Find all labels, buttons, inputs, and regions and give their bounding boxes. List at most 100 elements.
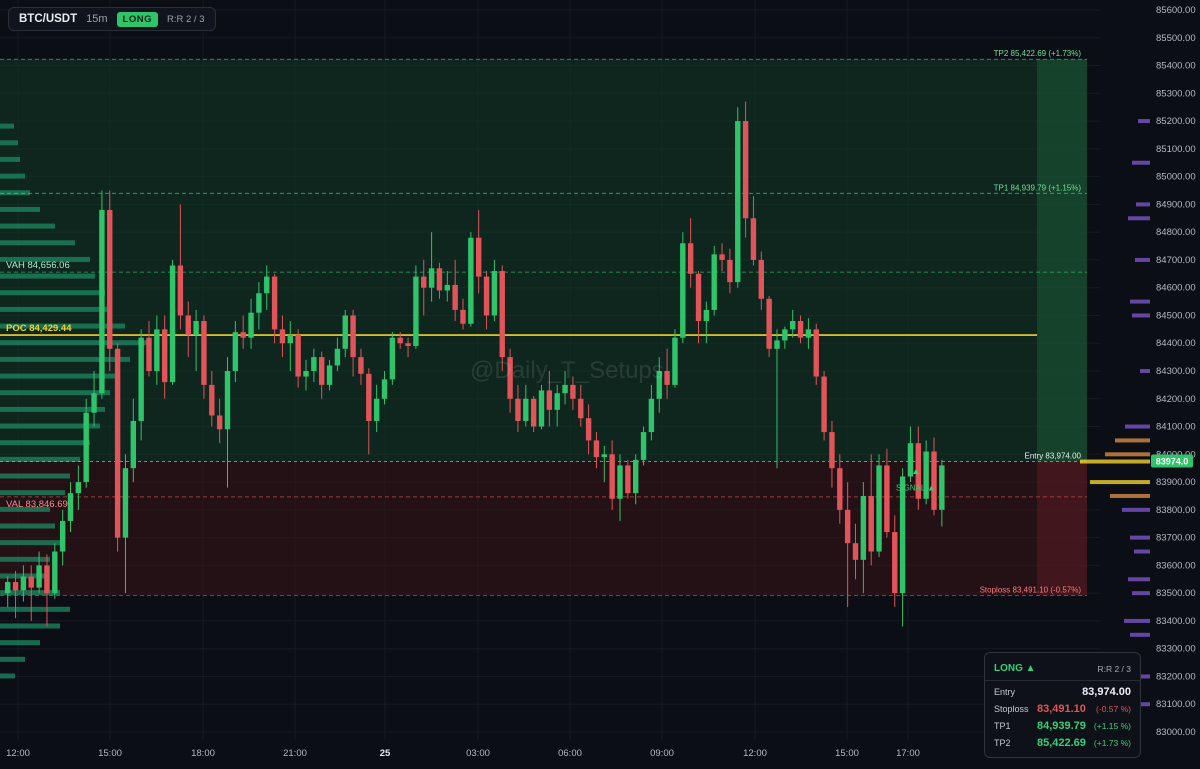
- candle-body: [821, 376, 827, 433]
- candle-body: [130, 420, 136, 469]
- time-tick: 15:00: [98, 748, 122, 759]
- candle-body: [852, 543, 859, 560]
- price-tick: 84600.00: [1156, 283, 1196, 294]
- price-tick: 84300.00: [1156, 366, 1196, 377]
- price-tick: 83300.00: [1156, 644, 1196, 655]
- candle-body: [837, 468, 843, 510]
- candle-body: [593, 440, 600, 458]
- candle-body: [201, 321, 207, 385]
- timeframe-label[interactable]: 15m: [86, 13, 108, 25]
- candle-body: [507, 357, 513, 399]
- price-tick: 83400.00: [1156, 616, 1196, 627]
- time-tick: 12:00: [743, 748, 767, 759]
- time-tick: 18:00: [191, 748, 215, 759]
- symbol-label: BTC/USDT: [19, 13, 78, 25]
- risk-reward-label: R:R 2 / 3: [167, 13, 205, 25]
- candle-body: [67, 493, 74, 521]
- candle-body: [790, 321, 796, 330]
- candle-body: [562, 384, 568, 394]
- candle-body: [216, 415, 223, 430]
- panel-tp1-pct: (+1.15 %): [1093, 721, 1131, 731]
- price-tick: 83200.00: [1156, 671, 1196, 682]
- candle-body: [844, 509, 851, 544]
- profit-zone-extension: [1037, 59, 1087, 462]
- order-book-bar: [1090, 480, 1150, 485]
- order-book-bar: [1122, 507, 1150, 512]
- price-tick: 84900.00: [1156, 199, 1196, 210]
- order-book-bar: [1132, 160, 1150, 165]
- stoploss-label: Stoploss 83,491.10 (-0.57%): [980, 586, 1082, 595]
- order-book-bar: [1124, 618, 1150, 623]
- val-label: VAL 83,846.69: [6, 499, 68, 510]
- panel-divider: [985, 680, 1140, 681]
- loss-zone-extension: [1037, 461, 1087, 596]
- candle-body: [256, 293, 262, 313]
- volume-profile-bar: [0, 223, 55, 229]
- candle-body: [428, 268, 435, 288]
- panel-tp1-label: TP1: [994, 721, 1011, 731]
- candle-body: [389, 337, 396, 380]
- order-book-bar: [1130, 535, 1150, 540]
- candle-body: [114, 348, 121, 538]
- panel-tp1-value: 84,939.79: [1036, 720, 1086, 732]
- volume-profile-bar: [0, 323, 125, 329]
- symbol-header[interactable]: BTC/USDT 15m LONG R:R 2 / 3: [8, 7, 216, 31]
- order-book-bar: [1130, 632, 1150, 637]
- volume-profile-bar: [0, 273, 95, 279]
- candle-body: [177, 265, 184, 316]
- candle-body: [648, 398, 655, 433]
- candle-body: [578, 398, 584, 419]
- order-book-bar: [1080, 459, 1150, 464]
- candle-body: [28, 576, 34, 588]
- volume-profile-bar: [0, 123, 14, 129]
- panel-stop-pct: (-0.57 %): [1096, 704, 1131, 714]
- candle-body: [334, 348, 341, 366]
- candle-body: [468, 237, 474, 324]
- time-tick: 17:00: [896, 748, 920, 759]
- candle-body: [326, 365, 333, 385]
- price-tick: 85200.00: [1156, 116, 1196, 127]
- price-tick: 83500.00: [1156, 588, 1196, 599]
- tp2-label: TP2 85,422.69 (+1.73%): [994, 49, 1082, 58]
- candle-body: [515, 398, 521, 421]
- price-tick: 84800.00: [1156, 227, 1196, 238]
- candle-body: [915, 443, 921, 499]
- candle-body: [633, 459, 639, 494]
- order-book-bar: [1110, 493, 1150, 498]
- volume-profile-bar: [0, 573, 45, 579]
- volume-profile-bar: [0, 423, 100, 429]
- price-tick: 85300.00: [1156, 88, 1196, 99]
- order-book-bar: [1115, 438, 1150, 443]
- volume-profile-bar: [0, 556, 50, 562]
- panel-rr: R:R 2 / 3: [1097, 663, 1131, 674]
- candle-body: [868, 495, 874, 552]
- price-tick: 85100.00: [1156, 144, 1196, 155]
- candle-body: [12, 582, 19, 591]
- candle-body: [758, 259, 764, 299]
- panel-tp2-label: TP2: [994, 738, 1011, 748]
- price-tick: 85600.00: [1156, 5, 1196, 16]
- candle-body: [452, 284, 458, 310]
- volume-profile-bar: [0, 173, 25, 179]
- candle-body: [923, 451, 929, 499]
- candle-body: [656, 371, 662, 399]
- trade-summary-panel: LONG ▲ R:R 2 / 3 Entry 83,974.00 Stoplos…: [984, 652, 1141, 758]
- candle-body: [342, 315, 348, 349]
- candle-body: [397, 337, 403, 344]
- candle-body: [271, 276, 278, 330]
- panel-stop-row: Stoploss 83,491.10 (-0.57 %): [994, 703, 1131, 715]
- candle-body: [601, 454, 607, 458]
- candle-body: [248, 312, 254, 338]
- order-book-bar: [1125, 424, 1150, 429]
- candle-body: [727, 259, 733, 283]
- time-tick: 21:00: [283, 748, 307, 759]
- candle-body: [570, 384, 576, 399]
- volume-profile-bar: [0, 640, 40, 646]
- order-book-bar: [1132, 313, 1150, 318]
- price-tick: 84200.00: [1156, 394, 1196, 405]
- signal-label: SIGNAL ▲: [896, 483, 935, 492]
- candle-body: [750, 218, 757, 260]
- candle-body: [625, 465, 631, 494]
